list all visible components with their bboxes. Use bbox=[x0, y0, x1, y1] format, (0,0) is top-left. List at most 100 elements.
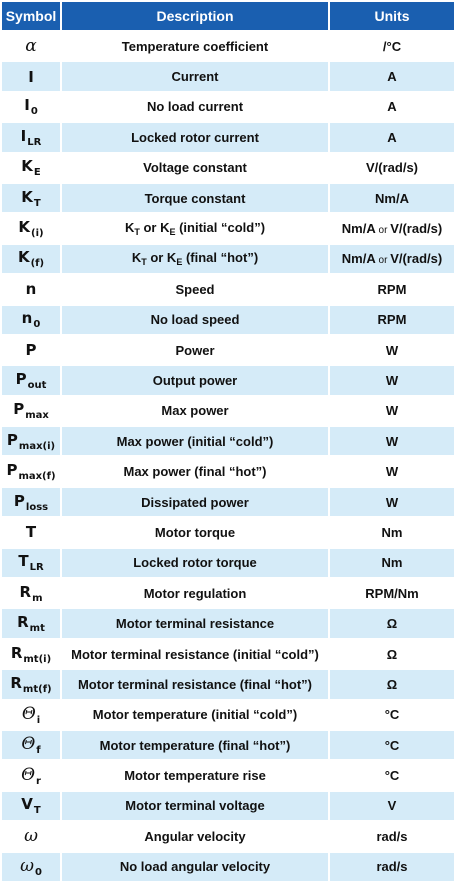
symbol-base: T bbox=[18, 552, 29, 571]
header-description: Description bbox=[62, 2, 328, 30]
symbol-base: α bbox=[25, 36, 37, 57]
description-cell: Motor temperature (final “hot”) bbox=[62, 730, 328, 760]
table-row: I0 No load current A bbox=[2, 92, 454, 122]
symbol-base: ω bbox=[24, 826, 38, 847]
symbol-base: I bbox=[24, 96, 30, 115]
table-row: Rmt Motor terminal resistance Ω bbox=[2, 609, 454, 638]
description-cell: Motor terminal resistance (final “hot”) bbox=[62, 670, 328, 699]
symbol-subscript: T bbox=[33, 197, 41, 209]
table-row: KT Torque constant Nm/A bbox=[2, 183, 454, 213]
table-row: Θi Motor temperature (initial “cold”) °C bbox=[2, 700, 454, 729]
symbol-cell: T bbox=[2, 518, 60, 547]
units-cell: W bbox=[330, 487, 454, 517]
table-row: ω Angular velocity rad/s bbox=[2, 822, 454, 851]
symbol-subscript: 0 bbox=[30, 106, 38, 118]
table-row: α Temperature coefficient/°C bbox=[2, 32, 454, 61]
description-cell: No load speed bbox=[62, 305, 328, 334]
table-row: Pmax(f) Max power (final “hot”) W bbox=[2, 457, 454, 486]
table-row: ILR Locked rotor current A bbox=[2, 123, 454, 152]
symbol-subscript: out bbox=[27, 379, 47, 391]
description-cell: Motor terminal resistance bbox=[62, 609, 328, 638]
symbol-base: n bbox=[25, 280, 37, 299]
description-cell: Dissipated power bbox=[62, 487, 328, 517]
symbol-cell: n0 bbox=[2, 305, 60, 334]
symbol-cell: n bbox=[2, 275, 60, 304]
units-cell: Nm/A or V/(rad/s) bbox=[330, 244, 454, 274]
symbol-base: P bbox=[13, 400, 25, 419]
symbol-subscript: max(i) bbox=[18, 440, 56, 452]
symbol-base: R bbox=[17, 613, 29, 632]
symbol-base: n bbox=[21, 309, 33, 328]
description-cell: KT or KE (final “hot”) bbox=[62, 244, 328, 274]
symbol-subscript: loss bbox=[25, 501, 49, 513]
symbol-cell: Rmt(f) bbox=[2, 670, 60, 699]
symbol-cell: P bbox=[2, 335, 60, 365]
description-cell: Motor terminal resistance (initial “cold… bbox=[62, 639, 328, 669]
description-cell: Motor temperature (initial “cold”) bbox=[62, 700, 328, 729]
symbol-base: T bbox=[25, 523, 37, 542]
units-cell: rad/s bbox=[330, 822, 454, 851]
table-row: Rmt(i) Motor terminal resistance (initial… bbox=[2, 639, 454, 669]
symbol-base: P bbox=[15, 369, 27, 388]
table-row: Θf Motor temperature (final “hot”) °C bbox=[2, 730, 454, 760]
symbol-subscript: 0 bbox=[33, 319, 41, 331]
description-cell: Speed bbox=[62, 275, 328, 304]
symbol-subscript: LR bbox=[27, 136, 42, 148]
symbol-base: K bbox=[21, 157, 33, 176]
symbol-cell: Rmt(i) bbox=[2, 639, 60, 669]
symbol-subscript: E bbox=[33, 167, 41, 179]
description-cell: Locked rotor current bbox=[62, 123, 328, 152]
units-cell: RPM/Nm bbox=[330, 579, 454, 608]
units-cell: °C bbox=[330, 700, 454, 729]
symbol-cell: Pmax bbox=[2, 396, 60, 426]
units-cell: V bbox=[330, 791, 454, 821]
symbol-cell: ω0 bbox=[2, 852, 60, 881]
description-cell: Motor temperature rise bbox=[62, 761, 328, 790]
description-cell: Voltage constant bbox=[62, 153, 328, 182]
table-row: I Current A bbox=[2, 62, 454, 91]
table-row: Rmt(f) Motor terminal resistance (final “… bbox=[2, 670, 454, 699]
symbol-subscript: m bbox=[32, 592, 43, 604]
description-cell: Max power (initial “cold”) bbox=[62, 427, 328, 456]
symbol-subscript: T bbox=[33, 805, 41, 817]
table-row: Θr Motor temperature rise °C bbox=[2, 761, 454, 790]
table-row: n Speed RPM bbox=[2, 275, 454, 304]
units-cell: A bbox=[330, 62, 454, 91]
table-row: Rm Motor regulation RPM/Nm bbox=[2, 579, 454, 608]
units-cell: RPM bbox=[330, 305, 454, 334]
header-symbol: Symbol bbox=[2, 2, 60, 30]
units-cell: °C bbox=[330, 730, 454, 760]
symbol-subscript: r bbox=[36, 775, 41, 787]
units-cell: °C bbox=[330, 761, 454, 790]
symbol-base: P bbox=[25, 341, 37, 360]
symbol-base: P bbox=[6, 461, 18, 480]
symbol-cell: Pmax(f) bbox=[2, 457, 60, 486]
symbol-cell: Pmax(i) bbox=[2, 427, 60, 456]
units-cell: Nm/A bbox=[330, 183, 454, 213]
symbol-cell: VT bbox=[2, 791, 60, 821]
symbol-cell: TLR bbox=[2, 548, 60, 578]
description-cell: No load current bbox=[62, 92, 328, 122]
table-row: n0 No load speed RPM bbox=[2, 305, 454, 334]
units-cell: A bbox=[330, 92, 454, 122]
table-row: K(i) KT or KE (initial “cold”) Nm/A or V/(… bbox=[2, 214, 454, 243]
symbol-cell: Rmt bbox=[2, 609, 60, 638]
symbol-base: K bbox=[18, 218, 31, 237]
symbol-cell: α bbox=[2, 32, 60, 61]
units-cell: W bbox=[330, 427, 454, 456]
table-row: VT Motor terminal voltage V bbox=[2, 791, 454, 821]
description-cell: Motor regulation bbox=[62, 579, 328, 608]
symbol-cell: Θr bbox=[2, 761, 60, 790]
units-cell: /°C bbox=[330, 32, 454, 61]
symbol-base: I bbox=[20, 126, 27, 145]
symbol-base: Θ bbox=[21, 734, 36, 755]
description-cell: Max power bbox=[62, 396, 328, 426]
description-cell: Motor terminal voltage bbox=[62, 791, 328, 821]
symbol-subscript: 0 bbox=[34, 866, 42, 878]
symbol-base: Θ bbox=[21, 764, 35, 785]
units-cell: Ω bbox=[330, 609, 454, 638]
units-cell: W bbox=[330, 335, 454, 365]
description-cell: Output power bbox=[62, 366, 328, 395]
units-cell: W bbox=[330, 396, 454, 426]
